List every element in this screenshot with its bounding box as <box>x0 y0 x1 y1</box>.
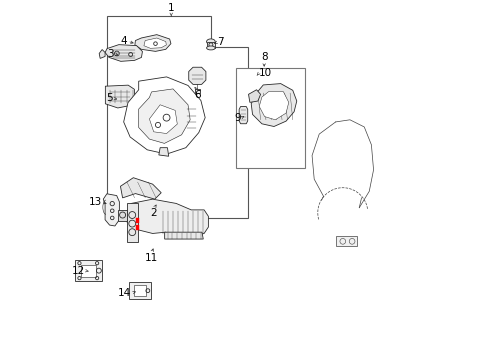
Polygon shape <box>120 178 161 199</box>
Polygon shape <box>134 285 146 296</box>
Text: 13: 13 <box>89 197 102 207</box>
Polygon shape <box>126 199 208 237</box>
Polygon shape <box>81 265 96 277</box>
Text: 10: 10 <box>258 68 271 78</box>
Polygon shape <box>135 35 171 51</box>
Polygon shape <box>239 107 247 124</box>
Text: 3: 3 <box>107 49 113 59</box>
Polygon shape <box>118 210 126 221</box>
Text: 5: 5 <box>106 93 113 103</box>
Text: 14: 14 <box>118 288 131 298</box>
Polygon shape <box>335 236 356 246</box>
Polygon shape <box>159 148 168 156</box>
Polygon shape <box>149 105 177 134</box>
Polygon shape <box>188 67 205 84</box>
Text: 6: 6 <box>194 90 200 100</box>
Polygon shape <box>103 194 119 226</box>
Ellipse shape <box>206 46 215 50</box>
Polygon shape <box>143 38 166 48</box>
Ellipse shape <box>206 39 215 44</box>
Text: 7: 7 <box>217 37 224 47</box>
Polygon shape <box>248 90 260 102</box>
Text: 1: 1 <box>167 3 174 13</box>
Polygon shape <box>105 45 142 61</box>
Polygon shape <box>251 84 296 126</box>
Polygon shape <box>105 85 134 108</box>
Text: 4: 4 <box>121 36 127 46</box>
Polygon shape <box>99 50 105 58</box>
Text: 8: 8 <box>260 51 267 62</box>
Bar <box>136 218 139 224</box>
Polygon shape <box>194 89 200 93</box>
Text: 2: 2 <box>150 208 157 219</box>
Polygon shape <box>123 77 205 154</box>
Polygon shape <box>129 282 150 299</box>
Polygon shape <box>107 16 247 218</box>
Bar <box>235 68 305 168</box>
Text: 12: 12 <box>72 266 85 276</box>
Polygon shape <box>75 261 102 281</box>
Polygon shape <box>126 203 137 242</box>
Polygon shape <box>259 92 288 120</box>
Polygon shape <box>164 232 203 239</box>
Bar <box>136 225 139 230</box>
Text: 9: 9 <box>233 113 240 123</box>
Text: 11: 11 <box>144 253 158 263</box>
Polygon shape <box>139 89 190 143</box>
Polygon shape <box>206 42 215 48</box>
